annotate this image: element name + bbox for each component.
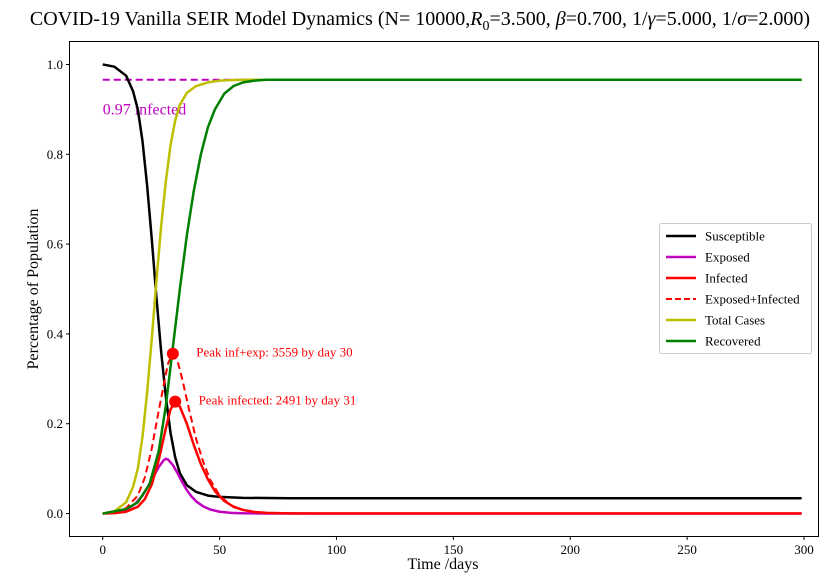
x-tick-label: 150 xyxy=(444,542,464,557)
legend-label: Recovered xyxy=(705,334,761,349)
y-axis-label: Percentage of Population xyxy=(25,209,42,370)
reference-label: 0.97 infected xyxy=(103,101,187,118)
title-sigma-value: =2.000) xyxy=(747,8,810,30)
series-line-exposed-infected xyxy=(102,352,802,515)
peak-marker xyxy=(166,347,179,360)
reference-layer: 0.97 infected xyxy=(102,78,802,118)
y-axis-ticks: 0.0 0.2 0.4 0.6 0.8 1.0 xyxy=(47,57,70,521)
x-axis-ticks: 0 50 100 150 200 250 300 xyxy=(99,536,814,557)
peak-annotation: Peak infected: 2491 by day 31 xyxy=(199,393,357,408)
title-prefix: COVID-19 Vanilla SEIR Model Dynamics (N=… xyxy=(30,8,470,30)
title-gamma-symbol: γ xyxy=(648,8,657,30)
series-layer xyxy=(102,63,802,515)
title-r0-subscript: 0 xyxy=(482,19,489,34)
marker-layer xyxy=(166,347,182,408)
y-tick-label: 0.8 xyxy=(47,147,63,162)
title-r0-value: =3.500, xyxy=(489,8,555,30)
title-beta-value: =0.700, 1/ xyxy=(566,8,648,30)
x-tick-label: 0 xyxy=(99,542,106,557)
y-tick-label: 0.4 xyxy=(47,326,64,341)
peak-annotation: Peak inf+exp: 3559 by day 30 xyxy=(196,345,352,360)
series-line-exposed xyxy=(102,457,802,515)
x-tick-label: 50 xyxy=(213,542,226,557)
chart-title: COVID-19 Vanilla SEIR Model Dynamics (N=… xyxy=(30,8,810,34)
series-line-susceptible xyxy=(102,63,802,500)
x-tick-label: 300 xyxy=(794,542,814,557)
plot-frame xyxy=(69,41,819,537)
title-gamma-value: =5.000, 1/ xyxy=(655,8,737,30)
x-tick-label: 100 xyxy=(327,542,347,557)
legend-box xyxy=(659,223,812,354)
title-sigma-symbol: σ xyxy=(737,8,748,30)
legend-label: Infected xyxy=(705,271,748,286)
y-tick-label: 0.0 xyxy=(47,506,63,521)
legend-label: Total Cases xyxy=(705,313,765,328)
legend-label: Susceptible xyxy=(705,229,765,244)
y-tick-label: 0.6 xyxy=(47,237,64,252)
series-line-infected xyxy=(102,400,802,515)
legend-label: Exposed+Infected xyxy=(705,292,800,307)
x-axis-label: Time /days xyxy=(408,556,479,573)
x-tick-label: 200 xyxy=(560,542,580,557)
annotation-layer: Peak inf+exp: 3559 by day 30 Peak infecte… xyxy=(196,345,356,408)
x-tick-label: 250 xyxy=(677,542,697,557)
title-r0-symbol: R xyxy=(469,8,482,30)
y-tick-label: 0.2 xyxy=(47,416,63,431)
legend-label: Exposed xyxy=(705,250,750,265)
y-tick-label: 1.0 xyxy=(47,57,63,72)
legend: Susceptible Exposed Infected Exposed+Infect… xyxy=(659,223,812,354)
series-line-recovered xyxy=(102,78,802,515)
peak-marker xyxy=(169,395,182,408)
title-beta-symbol: β xyxy=(555,8,566,30)
